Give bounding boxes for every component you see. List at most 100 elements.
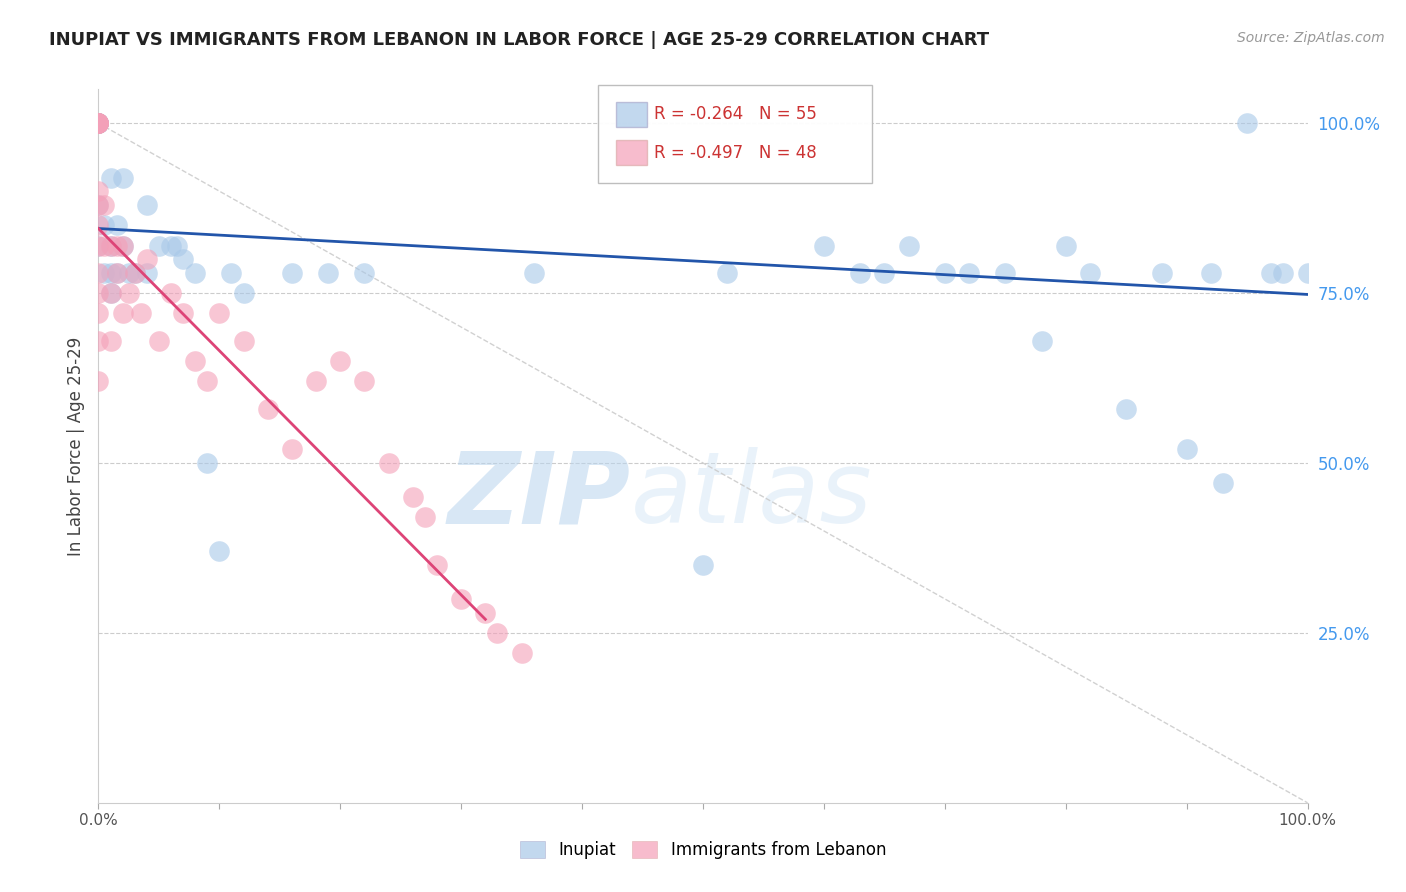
- Point: [87, 116, 110, 130]
- Point: [184, 354, 207, 368]
- Point: [87, 198, 110, 212]
- Point: [111, 170, 134, 185]
- Point: [160, 238, 183, 252]
- Point: [100, 238, 122, 252]
- Point: [426, 558, 449, 572]
- Point: [124, 266, 146, 280]
- Point: [87, 306, 110, 320]
- Point: [166, 238, 188, 252]
- Point: [450, 591, 472, 606]
- Point: [1054, 238, 1077, 252]
- Point: [87, 238, 110, 252]
- Point: [87, 116, 110, 130]
- Point: [87, 116, 110, 130]
- Point: [87, 375, 110, 389]
- Point: [402, 490, 425, 504]
- Point: [1296, 266, 1319, 280]
- Point: [87, 116, 110, 130]
- Point: [124, 266, 146, 280]
- Point: [353, 375, 375, 389]
- Point: [111, 238, 134, 252]
- Point: [486, 626, 509, 640]
- Text: R = -0.264   N = 55: R = -0.264 N = 55: [654, 105, 817, 123]
- Point: [1199, 266, 1222, 280]
- Point: [87, 116, 110, 130]
- Text: R = -0.497   N = 48: R = -0.497 N = 48: [654, 144, 817, 161]
- Point: [1236, 116, 1258, 130]
- Point: [111, 306, 134, 320]
- Point: [813, 238, 835, 252]
- Point: [305, 375, 328, 389]
- Point: [316, 266, 339, 280]
- Point: [523, 266, 546, 280]
- Point: [105, 266, 128, 280]
- Point: [1260, 266, 1282, 280]
- Point: [87, 198, 110, 212]
- Text: atlas: atlas: [630, 448, 872, 544]
- Point: [148, 238, 170, 252]
- Point: [208, 306, 231, 320]
- Point: [87, 116, 110, 130]
- Point: [281, 266, 304, 280]
- Point: [232, 334, 254, 348]
- Point: [474, 606, 496, 620]
- Point: [93, 198, 115, 212]
- Point: [100, 334, 122, 348]
- Point: [87, 184, 110, 198]
- Point: [329, 354, 352, 368]
- Point: [172, 306, 194, 320]
- Point: [87, 238, 110, 252]
- Point: [994, 266, 1017, 280]
- Point: [87, 116, 110, 130]
- Point: [377, 456, 399, 470]
- Point: [873, 266, 896, 280]
- Point: [93, 218, 115, 232]
- Point: [105, 218, 128, 232]
- Point: [1078, 266, 1101, 280]
- Point: [135, 252, 157, 266]
- Point: [934, 266, 956, 280]
- Point: [160, 286, 183, 301]
- Point: [353, 266, 375, 280]
- Point: [93, 238, 115, 252]
- Point: [1175, 442, 1198, 457]
- Text: INUPIAT VS IMMIGRANTS FROM LEBANON IN LABOR FORCE | AGE 25-29 CORRELATION CHART: INUPIAT VS IMMIGRANTS FROM LEBANON IN LA…: [49, 31, 990, 49]
- Point: [118, 286, 141, 301]
- Point: [413, 510, 436, 524]
- Point: [87, 116, 110, 130]
- Point: [129, 306, 152, 320]
- Point: [897, 238, 920, 252]
- Point: [87, 266, 110, 280]
- Point: [105, 266, 128, 280]
- Point: [111, 238, 134, 252]
- Point: [849, 266, 872, 280]
- Text: ZIP: ZIP: [447, 448, 630, 544]
- Point: [1115, 401, 1137, 416]
- Point: [87, 334, 110, 348]
- Point: [1272, 266, 1295, 280]
- Point: [118, 266, 141, 280]
- Point: [100, 286, 122, 301]
- Point: [184, 266, 207, 280]
- Point: [716, 266, 738, 280]
- Point: [195, 456, 218, 470]
- Point: [510, 646, 533, 660]
- Point: [1152, 266, 1174, 280]
- Y-axis label: In Labor Force | Age 25-29: In Labor Force | Age 25-29: [66, 336, 84, 556]
- Point: [232, 286, 254, 301]
- Text: Source: ZipAtlas.com: Source: ZipAtlas.com: [1237, 31, 1385, 45]
- Point: [100, 286, 122, 301]
- Point: [692, 558, 714, 572]
- Point: [87, 286, 110, 301]
- Point: [100, 238, 122, 252]
- Point: [1031, 334, 1053, 348]
- Point: [1212, 476, 1234, 491]
- Point: [135, 266, 157, 280]
- Point: [957, 266, 980, 280]
- Point: [105, 238, 128, 252]
- Legend: Inupiat, Immigrants from Lebanon: Inupiat, Immigrants from Lebanon: [513, 834, 893, 866]
- Point: [281, 442, 304, 457]
- Point: [172, 252, 194, 266]
- Point: [221, 266, 243, 280]
- Point: [100, 266, 122, 280]
